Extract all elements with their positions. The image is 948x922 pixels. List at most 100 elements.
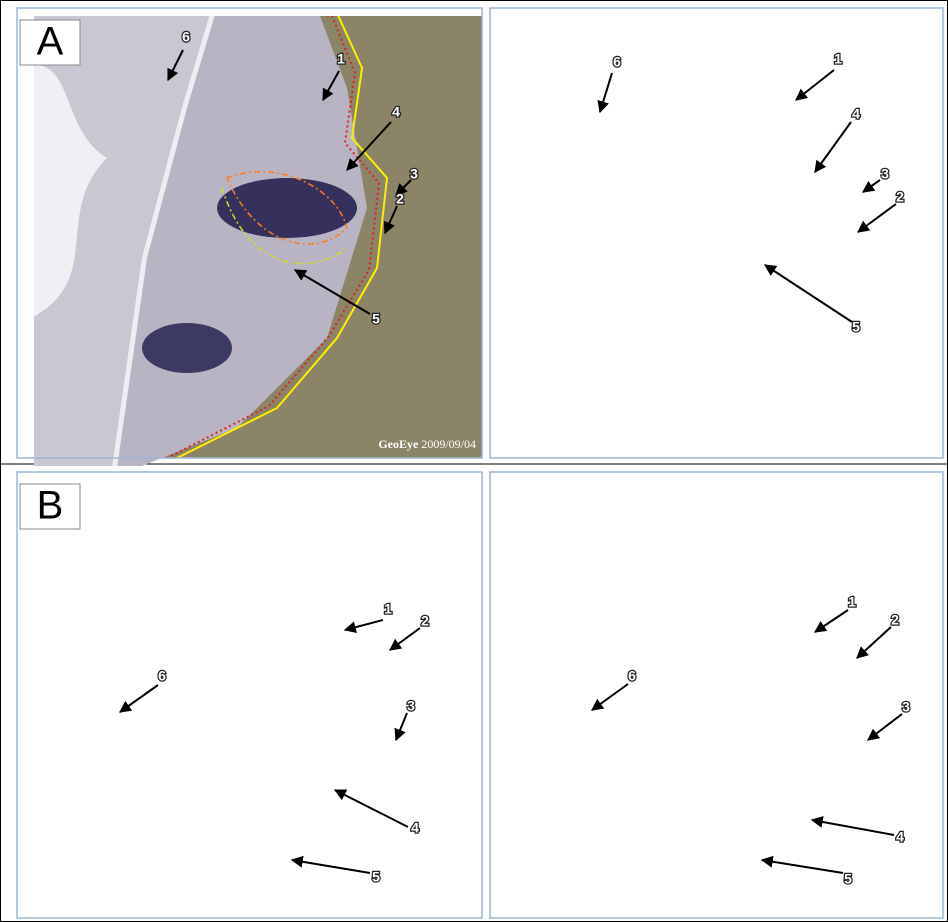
arrow <box>815 610 848 632</box>
marker-label: 3 <box>881 166 889 182</box>
marker-label: 6 <box>158 668 166 684</box>
marker-label: 4 <box>896 829 904 845</box>
marker-label: 5 <box>372 869 380 885</box>
panel-label: B <box>37 484 64 528</box>
sea <box>490 8 690 468</box>
cliff <box>590 8 840 468</box>
shadow <box>217 178 357 238</box>
caption-date: 2012/07/13 <box>882 897 937 911</box>
satellite-image: 6 1 4 32 5 FORMOSAT-2 2012/07/13 <box>490 8 943 468</box>
figure: 614325GeoEye 2009/09/04614325FORMOSAT-2 … <box>0 0 948 922</box>
caption: FORMOSAT-2 2012/07/13 <box>802 437 937 451</box>
panel-label: A <box>37 20 64 64</box>
caption: FORMOSAT-2 2012/07/13 <box>802 897 937 911</box>
shadow <box>690 737 830 847</box>
marker-label: 2 <box>396 191 404 207</box>
shore <box>590 8 690 468</box>
marker-label: 6 <box>182 29 190 45</box>
sea <box>17 472 217 922</box>
arrow <box>120 685 158 712</box>
cliff <box>117 472 367 922</box>
arrow <box>345 620 383 630</box>
arrow <box>600 73 612 112</box>
marker-label: 2 <box>896 189 904 205</box>
arrow <box>858 204 896 232</box>
arrow <box>863 180 880 192</box>
marker-label: 1 <box>384 601 392 617</box>
arrow <box>335 790 408 827</box>
land <box>17 472 482 918</box>
arrow <box>857 627 891 658</box>
shore <box>117 472 217 922</box>
shadow <box>142 787 232 837</box>
marker-label: 1 <box>848 594 856 610</box>
shadow <box>142 323 232 373</box>
image-content <box>490 8 943 468</box>
shadow <box>217 737 357 847</box>
satellite-image: 6 1 4 32 5 GeoEye 2009/09/04 <box>17 8 482 468</box>
outline-red <box>640 472 852 922</box>
satellite-image: 6 1 2 3 4 5 GeoEye 2009/09/04 <box>17 472 482 922</box>
caption: GeoEye 2009/09/04 <box>378 897 476 911</box>
image-border <box>490 472 943 918</box>
image-content <box>17 8 482 468</box>
arrow <box>868 714 902 740</box>
caption-date: 2009/09/04 <box>421 897 476 911</box>
marker-label: 5 <box>852 319 860 335</box>
outline-yellow <box>650 472 860 922</box>
image-content <box>490 472 943 922</box>
shadow <box>615 787 705 837</box>
marker-label: 5 <box>372 311 380 327</box>
marker-label: 3 <box>407 698 415 714</box>
caption: GeoEye 2009/09/04 <box>378 437 476 451</box>
shadow <box>690 178 830 238</box>
caption-date: 2009/09/04 <box>421 437 476 451</box>
arrow <box>812 820 894 835</box>
image-border <box>490 8 943 458</box>
arrow <box>762 860 843 873</box>
image-border <box>17 472 482 918</box>
surf <box>490 529 580 792</box>
marker-label: 2 <box>891 612 899 628</box>
arrow <box>396 713 407 740</box>
cliff <box>590 472 840 922</box>
outline-green <box>695 652 820 728</box>
caption-source: FORMOSAT-2 <box>802 437 879 451</box>
arrow <box>292 860 370 873</box>
arrow <box>796 70 834 100</box>
marker-label: 3 <box>902 699 910 715</box>
marker-label: 4 <box>852 106 860 122</box>
arrow <box>390 628 420 650</box>
arrow <box>815 122 851 172</box>
arrow <box>765 265 852 322</box>
sea <box>490 472 690 922</box>
outline-orange <box>700 172 820 244</box>
outline-orange <box>700 636 820 708</box>
outline-orange <box>227 636 347 708</box>
caption-date: 2012/07/13 <box>882 437 937 451</box>
satellite-image: 6 1 2 3 4 5 FORMOSAT-2 2012/07/13 <box>490 472 943 922</box>
marker-label: 6 <box>613 54 621 70</box>
marker-label: 1 <box>834 51 842 67</box>
arrow <box>592 684 628 710</box>
land <box>490 8 943 458</box>
surf <box>490 65 580 328</box>
marker-label: 4 <box>392 104 400 120</box>
marker-label: 6 <box>628 668 636 684</box>
marker-label: 2 <box>421 613 429 629</box>
surf <box>17 529 107 792</box>
outline-red <box>167 472 379 922</box>
outline-green <box>222 652 347 728</box>
marker-label: 3 <box>410 166 418 182</box>
outline-green <box>695 188 820 264</box>
marker-label: 1 <box>337 51 345 67</box>
shadow <box>615 323 705 373</box>
marker-label: 4 <box>411 820 419 836</box>
outline-red <box>640 8 852 458</box>
marker-label: 5 <box>844 871 852 887</box>
outline-yellow <box>177 472 387 922</box>
caption-source: FORMOSAT-2 <box>802 897 879 911</box>
caption-source: GeoEye <box>378 437 419 451</box>
shore <box>590 472 690 922</box>
caption-source: GeoEye <box>378 897 419 911</box>
